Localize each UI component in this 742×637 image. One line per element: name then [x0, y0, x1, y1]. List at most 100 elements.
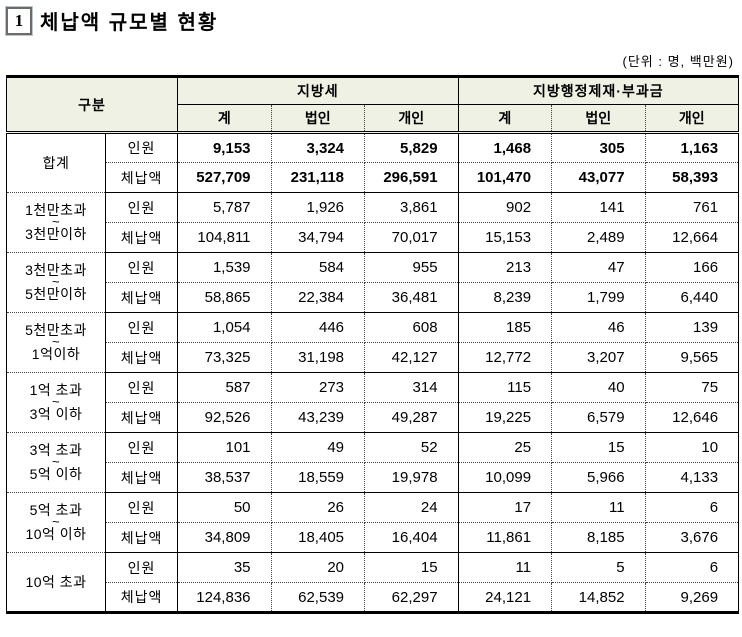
table-row: 3억 초과 ~5억 이하 인원 101 49 52 25 15 10 [6, 432, 739, 493]
subheader-individual-localtax: 개인 [364, 104, 459, 134]
value-cell: 20 [271, 552, 366, 583]
value-cell: 141 [551, 192, 646, 223]
value-cell: 73,325 [177, 342, 272, 373]
metric-label-cell: 체납액 [105, 342, 179, 373]
group-label-line: 5억 이하 [29, 466, 83, 482]
value-cell: 22,384 [271, 282, 366, 313]
group-label-line: 1억 초과 [29, 382, 83, 399]
value-cell: 47 [551, 252, 646, 283]
subheader-corporate-localtax: 법인 [271, 104, 366, 134]
table-row: 체납액 73,325 31,198 42,127 12,772 3,207 9,565 [7, 342, 739, 373]
table-row: 3천만초과 ~5천만이하 인원 1,539 584 955 213 47 166 [6, 252, 739, 313]
value-cell: 24 [364, 492, 459, 523]
group-label-cell: 3천만초과 ~5천만이하 [6, 252, 106, 313]
group-label-line: 3억 초과 [29, 442, 83, 459]
value-cell: 6 [645, 552, 739, 583]
value-cell: 42,127 [364, 342, 459, 373]
value-cell: 15,153 [458, 222, 553, 253]
group-label-line: 1억이하 [31, 346, 81, 362]
value-cell: 35 [177, 552, 272, 583]
value-cell: 25 [458, 432, 553, 463]
metric-label-cell: 체납액 [105, 222, 179, 253]
table-row: 합계 인원 9,153 3,324 5,829 1,468 305 1,163 [6, 132, 739, 193]
group-label-line: 3천만초과 [25, 262, 87, 279]
value-cell: 75 [645, 372, 739, 403]
value-cell: 8,185 [551, 522, 646, 553]
value-cell: 761 [645, 192, 739, 223]
page-title: 1 체납액 규모별 현황 [5, 5, 736, 36]
header-row-subcolumns: 계 법인 개인 계 법인 개인 [7, 104, 739, 134]
group-label-cell: 5억 초과 ~10억 이하 [6, 492, 106, 553]
value-cell: 50 [177, 492, 272, 523]
value-cell: 314 [364, 372, 459, 403]
value-cell: 124,836 [177, 582, 272, 613]
value-cell: 62,297 [364, 582, 459, 613]
value-cell: 36,481 [364, 282, 459, 313]
table-row: 5천만초과 ~1억이하 인원 1,054 446 608 185 46 139 [6, 312, 739, 373]
section-header-local-tax: 지방세 [177, 76, 459, 105]
value-cell: 3,861 [364, 192, 459, 223]
value-cell: 52 [364, 432, 459, 463]
table-row: 5억 초과 ~10억 이하 인원 50 26 24 17 11 6 [6, 492, 739, 553]
value-cell: 38,537 [177, 462, 272, 493]
value-cell: 40 [551, 372, 646, 403]
value-cell: 43,077 [551, 162, 646, 193]
value-cell: 18,405 [271, 522, 366, 553]
table-row: 10억 초과 인원 35 20 15 11 5 6 [6, 552, 739, 613]
subheader-total-localtax: 계 [177, 104, 272, 134]
value-cell: 49,287 [364, 402, 459, 433]
table-row: 1천만초과 ~3천만이하 인원 5,787 1,926 3,861 902 141 761 [6, 192, 739, 253]
value-cell: 6,440 [645, 282, 739, 313]
range-tilde: ~ [51, 454, 61, 469]
value-cell: 6 [645, 492, 739, 523]
value-cell: 19,978 [364, 462, 459, 493]
value-cell: 9,565 [645, 342, 739, 373]
group-label-cell: 합계 [6, 132, 106, 193]
value-cell: 608 [364, 312, 459, 343]
table-row: 체납액 58,865 22,384 36,481 8,239 1,799 6,440 [7, 282, 739, 313]
value-cell: 1,799 [551, 282, 646, 313]
table-row: 체납액 92,526 43,239 49,287 19,225 6,579 12,646 [7, 402, 739, 433]
value-cell: 1,468 [458, 132, 553, 163]
value-cell: 16,404 [364, 522, 459, 553]
range-tilde: ~ [51, 514, 61, 529]
metric-label-cell: 인원 [105, 312, 179, 343]
table-row: 1억 초과 ~3억 이하 인원 587 273 314 115 40 75 [6, 372, 739, 433]
group-label-cell: 5천만초과 ~1억이하 [6, 312, 106, 373]
value-cell: 115 [458, 372, 553, 403]
group-label-line: 5억 초과 [29, 502, 83, 519]
col-header-gubun: 구분 [6, 76, 179, 134]
value-cell: 5 [551, 552, 646, 583]
value-cell: 101 [177, 432, 272, 463]
group-label-line: 5천만초과 [25, 322, 87, 339]
value-cell: 3,676 [645, 522, 739, 553]
range-tilde: ~ [51, 394, 61, 409]
delinquency-table: 구분 지방세 지방행정제재·부과금 계 법인 개인 계 법인 개인 합계 인원 9,… [6, 75, 740, 614]
value-cell: 3,324 [271, 132, 366, 163]
value-cell: 273 [271, 372, 366, 403]
group-label-line: 3억 이하 [29, 406, 83, 422]
unit-note: (단위 : 명, 백만원) [622, 54, 734, 69]
group-label-line: 합계 [42, 154, 70, 171]
value-cell: 11 [551, 492, 646, 523]
table-row: 체납액 38,537 18,559 19,978 10,099 5,966 4,133 [7, 462, 739, 493]
value-cell: 58,393 [645, 162, 739, 193]
value-cell: 4,133 [645, 462, 739, 493]
value-cell: 10 [645, 432, 739, 463]
group-label-cell: 3억 초과 ~5억 이하 [6, 432, 106, 493]
group-label-cell: 1천만초과 ~3천만이하 [6, 192, 106, 253]
value-cell: 17 [458, 492, 553, 523]
value-cell: 12,772 [458, 342, 553, 373]
metric-label-cell: 체납액 [105, 162, 179, 193]
group-label-line: 3천만이하 [25, 226, 87, 242]
value-cell: 92,526 [177, 402, 272, 433]
value-cell: 1,054 [177, 312, 272, 343]
group-label-cell: 10억 초과 [6, 552, 106, 613]
table-row: 체납액 124,836 62,539 62,297 24,121 14,852 9,269 [7, 582, 739, 613]
value-cell: 14,852 [551, 582, 646, 613]
metric-label-cell: 인원 [105, 432, 179, 463]
metric-label-cell: 체납액 [105, 522, 179, 553]
group-label-line: 1천만초과 [25, 202, 87, 219]
value-cell: 58,865 [177, 282, 272, 313]
header-row-sections: 구분 지방세 지방행정제재·부과금 [6, 76, 739, 134]
